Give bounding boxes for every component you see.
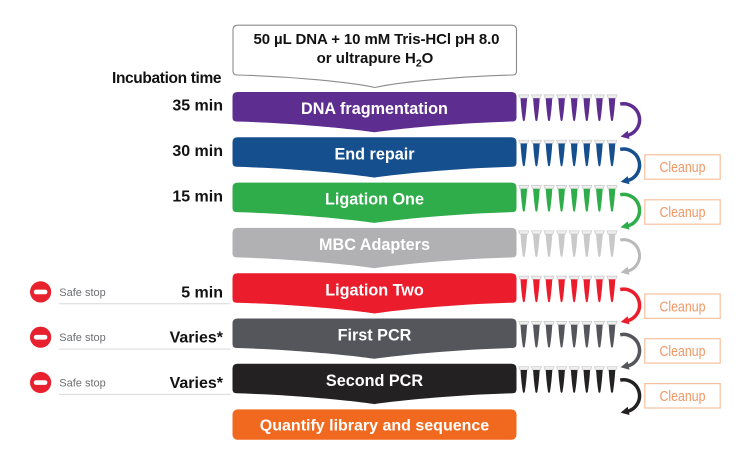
svg-text:Cleanup: Cleanup xyxy=(660,344,706,360)
svg-text:DNA fragmentation: DNA fragmentation xyxy=(301,100,448,118)
svg-text:Quantify library and sequence: Quantify library and sequence xyxy=(260,418,490,435)
svg-text:30 min: 30 min xyxy=(172,143,223,160)
svg-text:Varies*: Varies* xyxy=(170,375,224,392)
svg-text:Cleanup: Cleanup xyxy=(660,205,706,221)
svg-text:First PCR: First PCR xyxy=(338,327,412,345)
svg-text:Safe stop: Safe stop xyxy=(59,378,105,390)
svg-text:Varies*: Varies* xyxy=(170,330,224,347)
svg-text:Second PCR: Second PCR xyxy=(326,372,423,390)
svg-text:5 min: 5 min xyxy=(181,284,223,301)
svg-text:Cleanup: Cleanup xyxy=(660,389,706,405)
svg-text:End repair: End repair xyxy=(334,145,415,163)
svg-text:Safe stop: Safe stop xyxy=(59,332,105,344)
svg-text:Cleanup: Cleanup xyxy=(660,299,706,315)
svg-text:Ligation Two: Ligation Two xyxy=(325,281,424,299)
svg-text:50 µL DNA + 10 mM Tris-HCl pH: 50 µL DNA + 10 mM Tris-HCl pH 8.0 xyxy=(254,31,500,48)
svg-text:Safe stop: Safe stop xyxy=(59,287,105,299)
svg-text:or ultrapure H2O: or ultrapure H2O xyxy=(317,50,434,69)
svg-text:35 min: 35 min xyxy=(172,98,223,115)
svg-text:Incubation time: Incubation time xyxy=(112,70,222,87)
svg-text:Cleanup: Cleanup xyxy=(660,160,706,176)
svg-text:Ligation One: Ligation One xyxy=(325,191,424,209)
svg-text:MBC Adapters: MBC Adapters xyxy=(319,236,430,254)
svg-text:15 min: 15 min xyxy=(172,188,223,205)
